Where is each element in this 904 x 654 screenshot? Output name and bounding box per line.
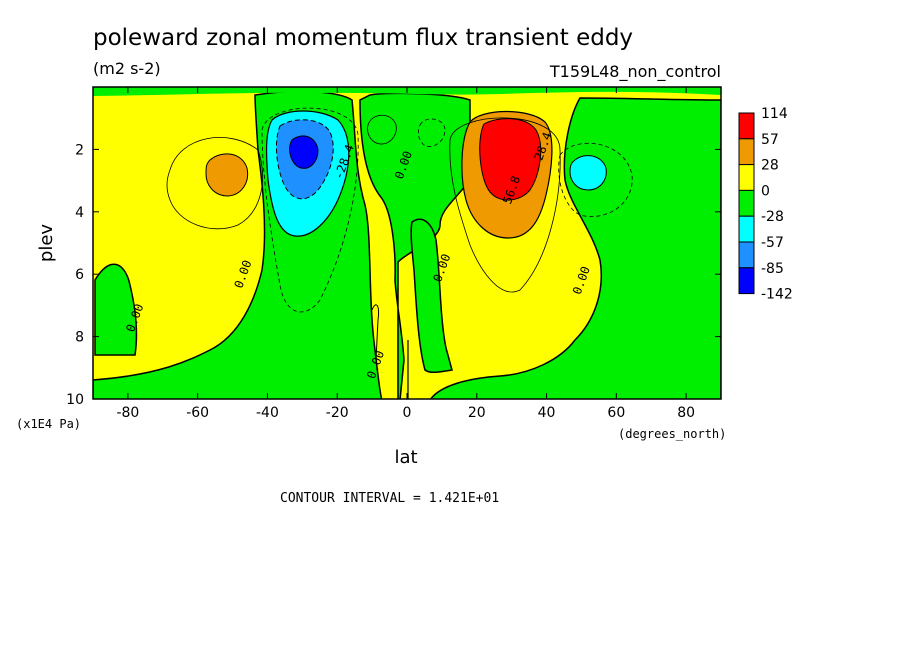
x-tick-label: -60 — [186, 405, 209, 421]
contour-interval: CONTOUR INTERVAL = 1.421E+01 — [280, 491, 499, 506]
colorbar-swatch — [738, 138, 755, 166]
contour-line — [558, 142, 633, 217]
neg-region-nh-east — [429, 97, 721, 399]
contour-line — [261, 107, 359, 313]
contour-line — [371, 304, 379, 361]
colorbar-label: 28 — [761, 158, 779, 174]
y-tick-label: 2 — [75, 142, 84, 158]
colorbar-swatch — [738, 189, 755, 217]
orange-cell-sh — [205, 153, 249, 197]
dataset-label: T159L48_non_control — [549, 62, 721, 82]
colorbar-label: 57 — [761, 132, 779, 148]
contour-line — [417, 118, 446, 147]
colorbar: 114 57 28 0 -28 -57 -85 -142 — [738, 106, 793, 303]
contour-field — [93, 87, 721, 399]
x-tick-label: 20 — [468, 405, 486, 421]
x-tick-label: 40 — [538, 405, 556, 421]
colorbar-label: -142 — [761, 287, 793, 303]
x-tick-label: -20 — [326, 405, 349, 421]
y-axis: 2 4 6 8 10 — [66, 142, 721, 408]
x-tick-label: -40 — [256, 405, 279, 421]
contour-line — [166, 137, 264, 230]
colorbar-swatch — [738, 215, 755, 243]
x-units-label: (degrees_north) — [618, 427, 726, 441]
colorbar-swatch — [738, 112, 755, 140]
x-axis-label: lat — [394, 447, 417, 468]
chart-title: poleward zonal momentum flux transient e… — [93, 25, 633, 51]
x-tick-label: 80 — [677, 405, 695, 421]
dark-blue-core-sh — [289, 135, 319, 169]
colorbar-swatch — [738, 164, 755, 191]
colorbar-label: 114 — [761, 106, 788, 122]
y-tick-label: 10 — [66, 392, 84, 408]
red-core-nh — [479, 118, 542, 201]
y-tick-label: 4 — [75, 205, 84, 221]
x-tick-label: -80 — [116, 405, 139, 421]
cyan-cell-nh — [569, 155, 607, 191]
contour-line — [367, 114, 397, 145]
x-tick-label: 60 — [607, 405, 625, 421]
colorbar-label: 0 — [761, 183, 770, 199]
colorbar-swatch — [738, 241, 755, 269]
colorbar-label: -28 — [761, 209, 784, 225]
y-axis-label: plev — [36, 224, 57, 263]
colorbar-label: -57 — [761, 235, 784, 251]
chart-units: (m2 s-2) — [93, 59, 161, 78]
contour-line — [449, 117, 561, 293]
x-tick-label: 0 — [403, 405, 412, 421]
colorbar-swatch — [738, 267, 755, 295]
y-tick-label: 6 — [75, 267, 84, 283]
x-axis: -80 -60 -40 -20 0 20 40 60 80 — [116, 87, 695, 421]
y-units-label: (x1E4 Pa) — [16, 417, 81, 431]
y-tick-label: 8 — [75, 330, 84, 346]
neg-region-sh-polar — [94, 263, 138, 356]
neg-region-nh-mid — [410, 218, 453, 374]
colorbar-label: -85 — [761, 261, 784, 277]
